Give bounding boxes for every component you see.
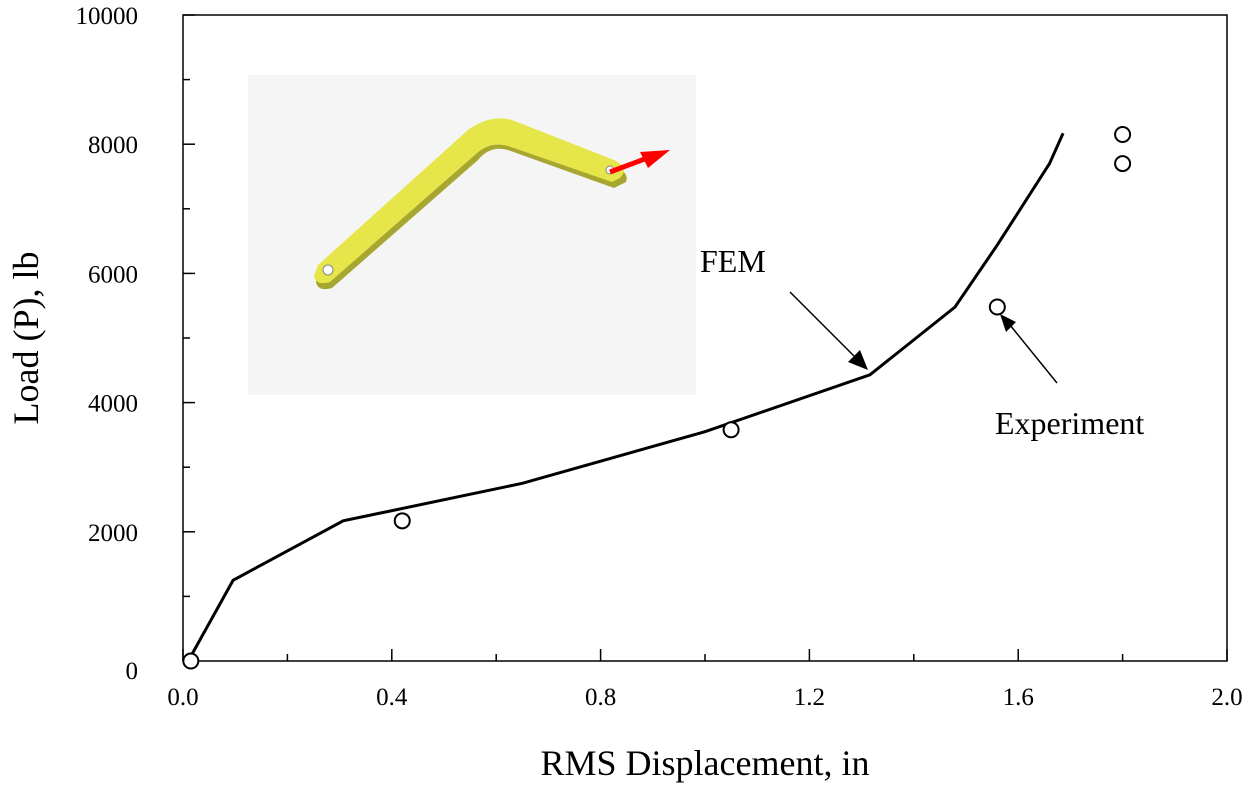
y-tick-label: 2000: [88, 520, 138, 547]
experiment-point: [1114, 126, 1132, 144]
annotation-arrow: [789, 291, 861, 363]
experiment-point: [182, 652, 200, 670]
annotation-arrowhead: [1000, 314, 1016, 332]
y-axis-title: Load (P), lb: [6, 252, 46, 425]
bracket-hole: [322, 264, 334, 276]
x-tick-label: 2.0: [1211, 684, 1242, 711]
annotation-label: Experiment: [995, 405, 1144, 441]
load-arrow: [609, 154, 651, 175]
experiment-point: [988, 298, 1006, 316]
y-tick-label: 0: [126, 658, 139, 685]
load-arrowhead: [640, 150, 670, 168]
annotation-arrowhead: [848, 350, 868, 370]
x-tick-label: 0.8: [585, 684, 616, 711]
y-tick-label: 4000: [88, 391, 138, 418]
x-tick-label: 0.0: [167, 684, 198, 711]
y-tick-label: 10000: [76, 3, 139, 30]
annotation-label: FEM: [700, 243, 766, 279]
x-tick-label: 1.6: [1003, 684, 1034, 711]
fem-line: [186, 132, 1065, 662]
y-tick-label: 8000: [88, 132, 138, 159]
inset-image: [248, 75, 696, 395]
bracket: [314, 118, 624, 284]
x-tick-label: 1.2: [794, 684, 825, 711]
y-tick-label: 6000: [88, 261, 138, 288]
bracket-shadow: [316, 122, 627, 290]
annotation-arrow: [1009, 324, 1058, 384]
x-axis-title: RMS Displacement, in: [541, 743, 870, 783]
experiment-point: [393, 512, 411, 530]
x-tick-label: 0.4: [376, 684, 408, 711]
experiment-point: [722, 421, 740, 439]
inset-background: [248, 75, 696, 395]
experiment-point: [1114, 155, 1132, 173]
